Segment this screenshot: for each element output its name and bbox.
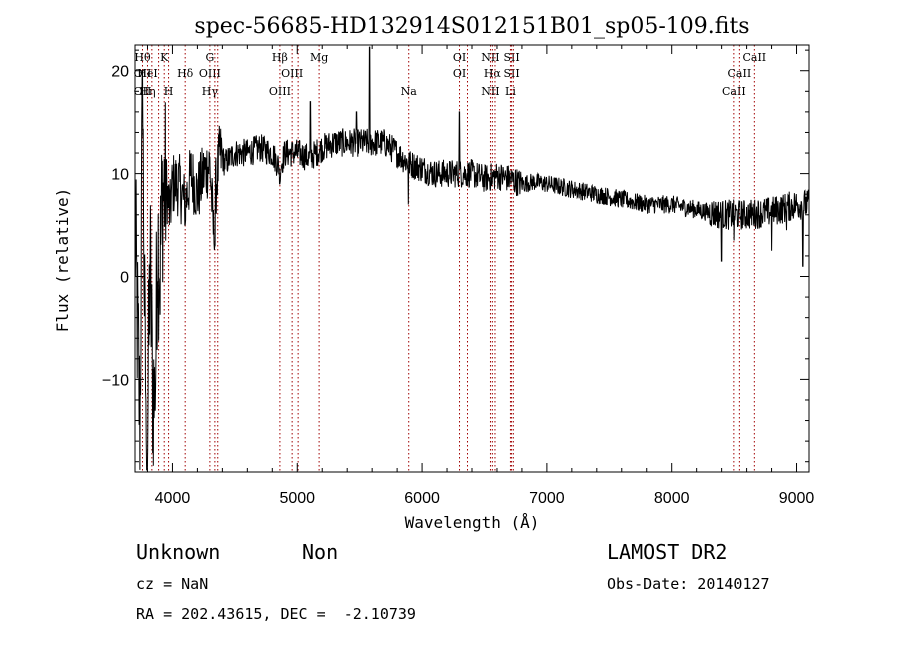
line-marker-layer: HθOIIOIIHeIHηKHHδGOIIIHγHβOIIIOIIIMgNaOI…: [134, 45, 766, 472]
spectrum-layer: [134, 46, 810, 471]
line-marker-label: Hα: [484, 67, 502, 80]
line-marker-label: H: [164, 85, 174, 98]
line-marker-label: Mg: [310, 51, 328, 64]
line-marker-label: OI: [453, 67, 466, 80]
line-marker-label: NII: [481, 51, 499, 64]
line-marker-label: SII: [503, 67, 519, 80]
y-axis: −10 0 10 20: [102, 49, 809, 463]
line-marker-label: OI: [453, 51, 466, 64]
y-tick-label: −10: [102, 372, 129, 389]
line-marker-label: G: [205, 51, 214, 64]
line-marker-label: Hδ: [177, 67, 194, 80]
line-marker-label: Hβ: [272, 51, 288, 64]
x-tick-label: 6000: [404, 490, 440, 507]
observation-date: Obs-Date: 20140127: [607, 575, 770, 593]
object-class: Unknown: [136, 540, 220, 564]
y-tick-label: 0: [120, 270, 129, 287]
line-marker-label: Na: [401, 85, 418, 98]
y-tick-label: 20: [111, 64, 129, 81]
line-marker-label: Li: [505, 85, 516, 98]
x-tick-label: 9000: [779, 490, 815, 507]
x-axis: 4000 5000 6000 7000 8000 9000: [146, 45, 815, 507]
line-marker-label: NII: [481, 85, 499, 98]
line-marker-label: K: [160, 51, 169, 64]
line-marker-label: CaII: [742, 51, 766, 64]
line-marker-label: CaII: [728, 67, 752, 80]
redshift-cz: cz = NaN: [136, 575, 208, 593]
line-marker-label: OIII: [281, 67, 303, 80]
object-subclass: Non: [302, 540, 338, 564]
line-marker-label: Hη: [139, 85, 155, 98]
x-tick-label: 8000: [654, 490, 690, 507]
y-axis-label: Flux (relative): [53, 188, 72, 333]
line-marker-label: OIII: [269, 85, 291, 98]
line-marker-label: Hθ: [134, 51, 151, 64]
plot-frame: [134, 44, 810, 473]
line-marker-label: SII: [503, 51, 519, 64]
chart-title: spec-56685-HD132914S012151B01_sp05-109.f…: [194, 14, 749, 39]
x-tick-label: 4000: [155, 490, 191, 507]
line-marker-label: OIII: [199, 67, 221, 80]
ra-dec-coordinates: RA = 202.43615, DEC = -2.10739: [136, 605, 416, 623]
y-tick-label: 10: [111, 167, 129, 184]
x-tick-label: 7000: [529, 490, 565, 507]
x-axis-label: Wavelength (Å): [405, 513, 540, 532]
x-tick-label: 5000: [279, 490, 315, 507]
line-marker-label: Hγ: [202, 85, 219, 98]
spectrum-line: [134, 46, 810, 471]
line-marker-label: CaII: [722, 85, 746, 98]
line-marker-label: HeI: [137, 67, 157, 80]
survey-name: LAMOST DR2: [607, 540, 727, 564]
